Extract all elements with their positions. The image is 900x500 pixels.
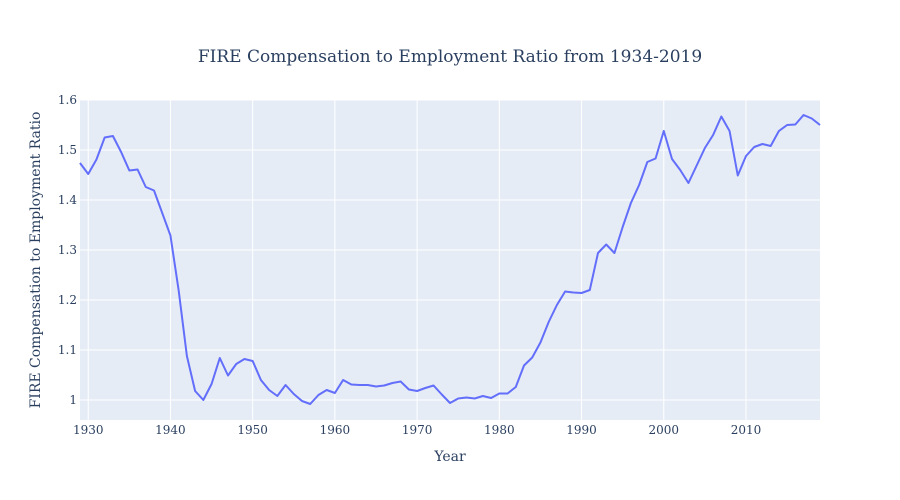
- y-tick-labels: 1 1.1 1.2 1.3 1.4 1.5 1.6: [58, 93, 77, 407]
- x-tick-label: 2010: [731, 423, 762, 437]
- chart-title: FIRE Compensation to Employment Ratio fr…: [198, 47, 702, 67]
- y-tick-label: 1.2: [58, 293, 77, 307]
- y-axis-title: FIRE Compensation to Employment Ratio: [28, 112, 44, 409]
- x-tick-label: 2000: [649, 423, 680, 437]
- y-grid-lines: [80, 99, 820, 401]
- y-tick-label: 1.1: [58, 343, 77, 357]
- series-line: [79, 114, 821, 405]
- plot-area: [80, 100, 820, 420]
- y-tick-label: 1: [69, 393, 77, 407]
- y-tick-label: 1.3: [58, 243, 77, 257]
- series-layer: [79, 114, 821, 405]
- x-tick-label: 1980: [484, 423, 515, 437]
- x-tick-labels: 1930 1940 1950 1960 1970 1980 1990 2000 2010: [73, 423, 761, 437]
- x-tick-label: 1930: [73, 423, 104, 437]
- x-tick-label: 1950: [237, 423, 268, 437]
- x-tick-label: 1990: [566, 423, 597, 437]
- x-axis-title: Year: [433, 449, 466, 465]
- x-tick-label: 1960: [320, 423, 351, 437]
- y-tick-label: 1.6: [58, 93, 77, 107]
- y-tick-label: 1.5: [58, 143, 77, 157]
- x-grid-lines: [87, 100, 747, 420]
- x-tick-label: 1940: [155, 423, 186, 437]
- y-tick-label: 1.4: [58, 193, 77, 207]
- x-tick-label: 1970: [402, 423, 433, 437]
